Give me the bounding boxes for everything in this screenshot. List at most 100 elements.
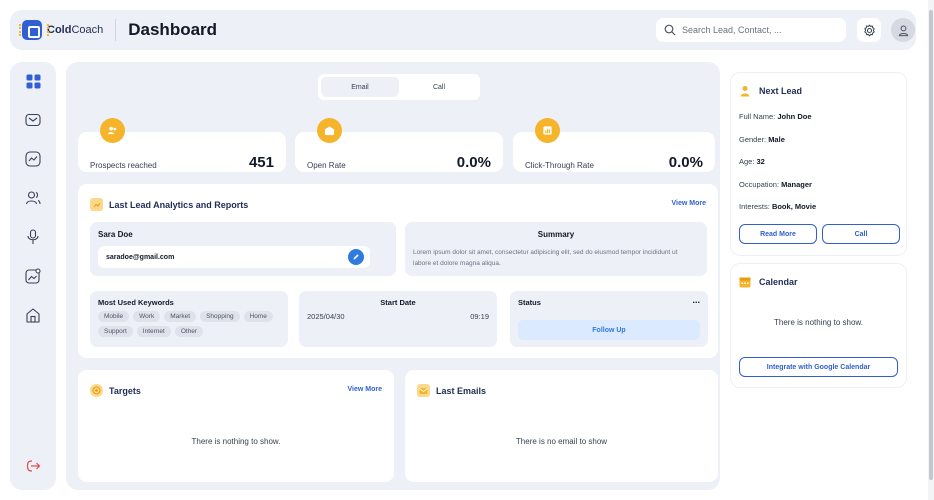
sidebar-item-contacts[interactable] (24, 189, 42, 207)
start-time-value: 09:19 (470, 312, 489, 321)
envelope-icon (417, 384, 430, 397)
keyword-chips: Mobile Work Market Shopping Home Support… (98, 311, 290, 337)
grid-icon (26, 74, 40, 88)
mail-icon (25, 113, 41, 127)
keyword-chip: Internet (136, 326, 171, 337)
stat-label: Click-Through Rate (525, 161, 594, 170)
main-panel: Email Call Prospects reached 451 Open Ra… (66, 62, 720, 490)
keyword-chip: Home (243, 311, 273, 322)
report-icon (535, 118, 560, 143)
channel-tabs: Email Call (318, 74, 480, 100)
keyword-chip: Mobile (98, 311, 130, 322)
logo[interactable]: ColdCoach (19, 20, 103, 40)
envelope-open-icon (317, 118, 342, 143)
sidebar (10, 62, 56, 490)
stat-value: 451 (248, 154, 274, 171)
search-box[interactable] (656, 18, 846, 42)
header-divider (115, 19, 117, 41)
lead-name: Sara Doe (98, 230, 133, 239)
targets-empty-text: There is nothing to show. (191, 437, 281, 446)
start-date-value: 2025/04/30 (307, 312, 345, 321)
stat-value: 0.0% (668, 154, 703, 171)
last-emails-empty-text: There is no email to show (515, 437, 608, 446)
targets-title: Targets (90, 384, 141, 397)
page-scrollbar[interactable] (928, 0, 934, 500)
sidebar-item-reports[interactable] (24, 267, 42, 285)
lead-occupation: Occupation: Manager (739, 180, 812, 189)
prospects-icon (100, 118, 125, 143)
status-title: Status (518, 298, 541, 307)
calendar-card: Calendar There is nothing to show. Integ… (730, 263, 907, 388)
sidebar-item-mail[interactable] (24, 111, 42, 129)
status-more-button[interactable]: ... (692, 295, 700, 305)
calendar-icon (739, 277, 751, 288)
start-date-box: Start Date 2025/04/30 09:19 (299, 291, 497, 347)
keyword-chip: Other (174, 326, 204, 337)
scrollbar-thumb[interactable] (929, 10, 933, 480)
avatar[interactable] (891, 18, 915, 42)
stat-label: Open Rate (307, 161, 346, 170)
analytics-icon (90, 198, 103, 211)
integrate-google-calendar-button[interactable]: Integrate with Google Calendar (739, 357, 898, 377)
lead-full-name: Full Name: John Doe (739, 112, 812, 121)
start-date-title: Start Date (380, 298, 416, 307)
calendar-title: Calendar (739, 276, 798, 288)
image-icon (25, 268, 41, 284)
top-header: ColdCoach Dashboard (10, 10, 916, 50)
page-title: Dashboard (128, 20, 218, 39)
status-box: Status ... Follow Up (510, 291, 708, 347)
summary-title: Summary (537, 230, 575, 239)
targets-card: Targets View More There is nothing to sh… (78, 370, 394, 482)
users-icon (25, 191, 41, 205)
microphone-icon (27, 229, 39, 244)
last-emails-card: Last Emails There is no email to show (405, 370, 718, 482)
sidebar-item-dashboard[interactable] (24, 72, 42, 90)
analytics-view-more-link[interactable]: View More (671, 200, 707, 207)
summary-text: Lorem ipsum dolor sit amet, consectetur … (413, 249, 678, 267)
chart-icon (25, 151, 41, 167)
lead-interests: Interests: Book, Movie (739, 202, 817, 211)
sidebar-item-analytics[interactable] (24, 150, 42, 168)
stat-value: 0.0% (456, 154, 491, 171)
person-icon (740, 86, 750, 97)
logout-icon (26, 460, 40, 472)
edit-email-button[interactable] (348, 249, 364, 265)
stat-card-open-rate: Open Rate 0.0% (295, 118, 503, 172)
call-button[interactable]: Call (822, 224, 900, 244)
read-more-button[interactable]: Read More (739, 224, 817, 244)
settings-button[interactable] (857, 18, 881, 42)
search-icon (664, 24, 676, 36)
lead-email-field: saradoe@gmail.com (98, 246, 370, 268)
next-lead-card: Next Lead Full Name: John Doe Gender: Ma… (730, 72, 907, 256)
last-emails-title: Last Emails (417, 384, 486, 397)
next-lead-title: Next Lead (739, 85, 802, 97)
targets-view-more-link[interactable]: View More (347, 386, 383, 393)
calendar-empty-text: There is nothing to show. (774, 318, 863, 327)
analytics-title: Last Lead Analytics and Reports (90, 198, 248, 211)
gear-icon (863, 24, 875, 36)
house-icon (26, 308, 40, 323)
logout-button[interactable] (24, 457, 42, 475)
tab-call[interactable]: Call (432, 83, 446, 91)
keyword-chip: Work (133, 311, 161, 322)
keyword-chip: Market (164, 311, 197, 322)
stat-label: Prospects reached (90, 161, 157, 170)
lead-gender: Gender: Male (739, 135, 785, 144)
sidebar-item-home[interactable] (24, 306, 42, 324)
follow-up-button[interactable]: Follow Up (518, 320, 700, 340)
search-input[interactable] (682, 25, 842, 35)
sidebar-item-calls[interactable] (24, 228, 42, 246)
pencil-icon (353, 254, 359, 260)
keyword-chip: Support (98, 326, 133, 337)
tab-email[interactable]: Email (321, 77, 399, 97)
analytics-card: Last Lead Analytics and Reports View Mor… (78, 184, 718, 358)
user-icon (898, 25, 908, 36)
target-icon (90, 384, 103, 397)
stat-card-ctr: Click-Through Rate 0.0% (513, 118, 715, 172)
keywords-title: Most Used Keywords (98, 298, 174, 307)
summary-box: Summary Lorem ipsum dolor sit amet, cons… (405, 222, 707, 276)
lead-contact-box: Sara Doe saradoe@gmail.com (90, 222, 396, 276)
lead-age: Age: 32 (739, 157, 765, 166)
keywords-box: Most Used Keywords Mobile Work Market Sh… (90, 291, 288, 347)
keyword-chip: Shopping (200, 311, 240, 322)
